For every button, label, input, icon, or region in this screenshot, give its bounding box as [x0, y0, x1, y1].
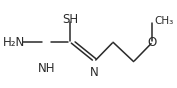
Text: O: O	[148, 36, 157, 49]
Text: SH: SH	[62, 13, 78, 26]
Text: N: N	[90, 66, 99, 79]
Text: NH: NH	[38, 62, 55, 75]
Text: H₂N: H₂N	[2, 36, 25, 49]
Text: CH₃: CH₃	[154, 16, 173, 26]
